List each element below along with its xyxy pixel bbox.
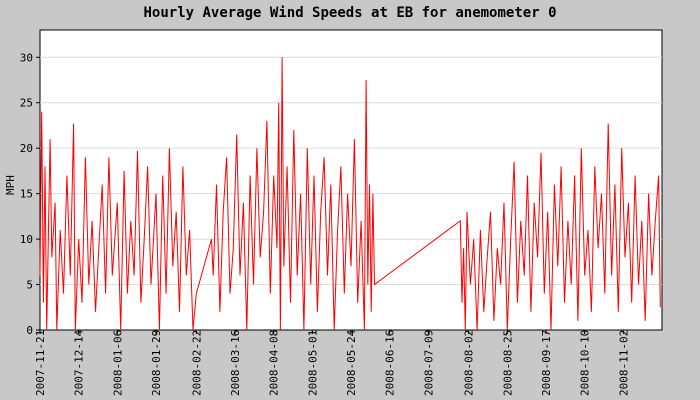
plot-area — [39, 29, 663, 331]
x-tick-label: 2007-12-14 — [73, 329, 86, 396]
x-tick-label: 2008-09-17 — [540, 330, 553, 396]
series-layer — [39, 57, 661, 331]
y-tick-label: 20 — [20, 142, 33, 155]
x-tick-label: 2008-11-02 — [617, 330, 630, 396]
x-tick-label: 2008-10-10 — [579, 330, 592, 396]
x-tick-label: 2008-01-29 — [150, 330, 163, 396]
y-tick-label: 0 — [26, 324, 33, 337]
x-tick-label: 2008-01-06 — [111, 330, 124, 396]
x-tick-label: 2008-02-22 — [190, 330, 203, 396]
y-tick-label: 15 — [20, 188, 33, 201]
chart-title: Hourly Average Wind Speeds at EB for ane… — [143, 5, 556, 21]
x-tick-label: 2008-05-24 — [345, 329, 358, 396]
y-axis-label: MPH — [4, 175, 17, 195]
y-tick-label: 10 — [20, 233, 33, 246]
y-tick-label: 30 — [20, 51, 33, 64]
x-tick-label: 2008-07-09 — [422, 330, 435, 396]
x-tick-label: 2008-03-16 — [229, 330, 242, 396]
y-tick-label: 5 — [26, 279, 33, 292]
x-tick-label: 2008-08-25 — [501, 330, 514, 396]
x-tick-label: 2008-06-16 — [384, 330, 397, 396]
x-tick-label: 2008-08-02 — [463, 330, 476, 396]
x-tick-label: 2007-11-21 — [34, 330, 47, 396]
y-tick-label: 25 — [20, 97, 33, 110]
x-tick-label: 2008-05-01 — [306, 330, 319, 396]
series-line — [39, 57, 661, 331]
axes: 0 5 10 15 20 25 30 2007-11-21 2007-12-14 2008-01-… — [20, 51, 631, 396]
x-tick-label: 2008-04-08 — [268, 330, 281, 396]
